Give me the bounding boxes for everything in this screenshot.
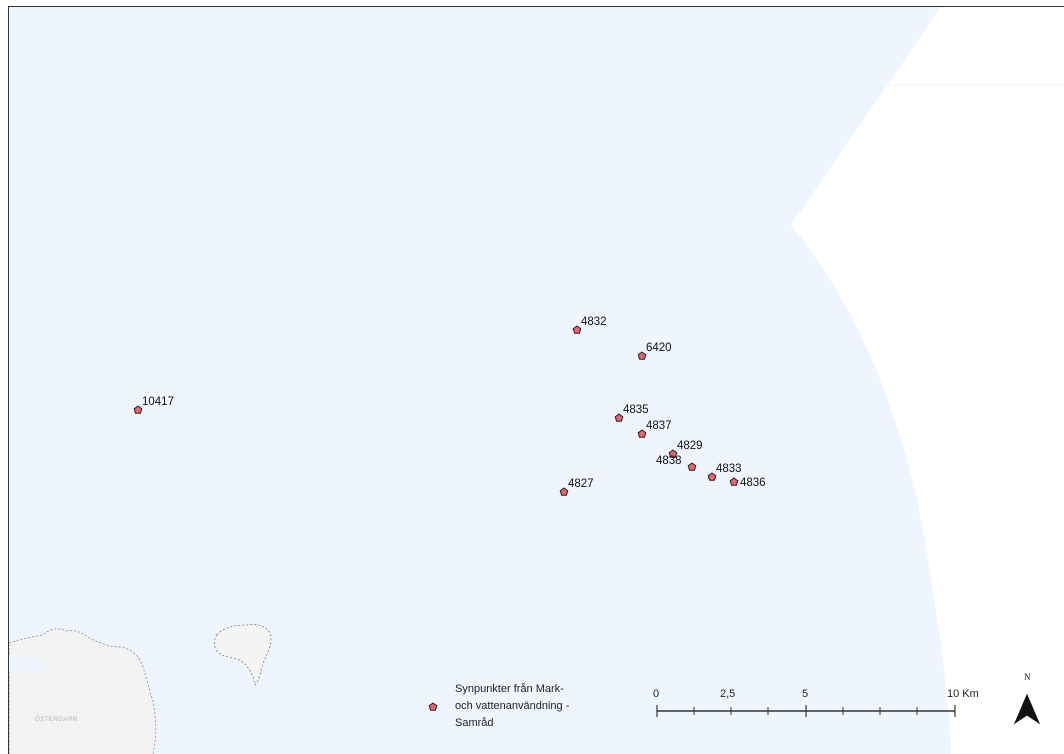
sea-area	[9, 7, 951, 754]
point-label: 4837	[646, 420, 672, 432]
legend: Synpunkter från Mark- och vattenanvändni…	[428, 683, 570, 729]
point-label: 4833	[716, 463, 742, 475]
point-label: 4835	[623, 404, 649, 416]
scale-label-2-5: 2,5	[720, 688, 735, 700]
north-label: N	[1024, 672, 1031, 682]
pentagon-marker-icon	[637, 351, 647, 360]
legend-line-3: Samråd	[455, 717, 494, 729]
north-arrow: N	[1013, 672, 1041, 725]
pentagon-marker-icon	[572, 325, 582, 334]
point-marker[interactable]: 4836	[729, 477, 766, 489]
point-marker[interactable]: 4827	[559, 478, 594, 496]
points-layer: 4832 6420 10417 4835 4837 4829	[133, 316, 766, 496]
point-label: 4827	[568, 478, 594, 490]
pentagon-marker-icon	[687, 462, 697, 471]
point-marker[interactable]: 4835	[614, 404, 649, 422]
map-frame: ÖSTERGARN 4832 6420 10417 4835 4837	[8, 6, 1064, 754]
scale-label-0: 0	[653, 688, 659, 700]
map-canvas[interactable]: ÖSTERGARN 4832 6420 10417 4835 4837	[9, 7, 1064, 754]
pentagon-marker-icon	[729, 477, 739, 486]
north-arrow-icon	[1013, 693, 1041, 725]
point-marker[interactable]: 4829	[668, 440, 703, 458]
pentagon-marker-icon	[707, 472, 717, 481]
pentagon-marker-icon	[637, 429, 647, 438]
point-marker[interactable]: 10417	[133, 396, 174, 414]
point-label: 6420	[646, 342, 672, 354]
point-marker[interactable]: 6420	[637, 342, 672, 360]
place-label-ostergarn: ÖSTERGARN	[35, 716, 78, 723]
legend-line-1: Synpunkter från Mark-	[455, 683, 564, 695]
legend-marker-icon	[428, 702, 438, 711]
land-inlet	[9, 654, 46, 672]
pentagon-marker-icon	[668, 449, 678, 458]
scale-label-5: 5	[802, 688, 808, 700]
land-area	[9, 628, 157, 754]
legend-line-2: och vattenanvändning -	[455, 700, 570, 712]
point-label: 4836	[740, 477, 766, 489]
point-marker[interactable]: 4838	[656, 455, 697, 471]
pentagon-marker-icon	[133, 405, 143, 414]
point-marker[interactable]: 4833	[707, 463, 742, 481]
pentagon-marker-icon	[614, 413, 624, 422]
point-label: 4829	[677, 440, 703, 452]
scale-label-10-km: 10 Km	[947, 688, 979, 700]
scale-bar: 0 2,5 5 10 Km	[653, 688, 979, 717]
point-label: 4832	[581, 316, 607, 328]
pentagon-marker-icon	[559, 487, 569, 496]
point-label: 4838	[656, 455, 682, 467]
point-marker[interactable]: 4837	[637, 420, 672, 438]
island	[214, 624, 272, 686]
point-label: 10417	[142, 396, 174, 408]
point-marker[interactable]: 4832	[572, 316, 607, 334]
